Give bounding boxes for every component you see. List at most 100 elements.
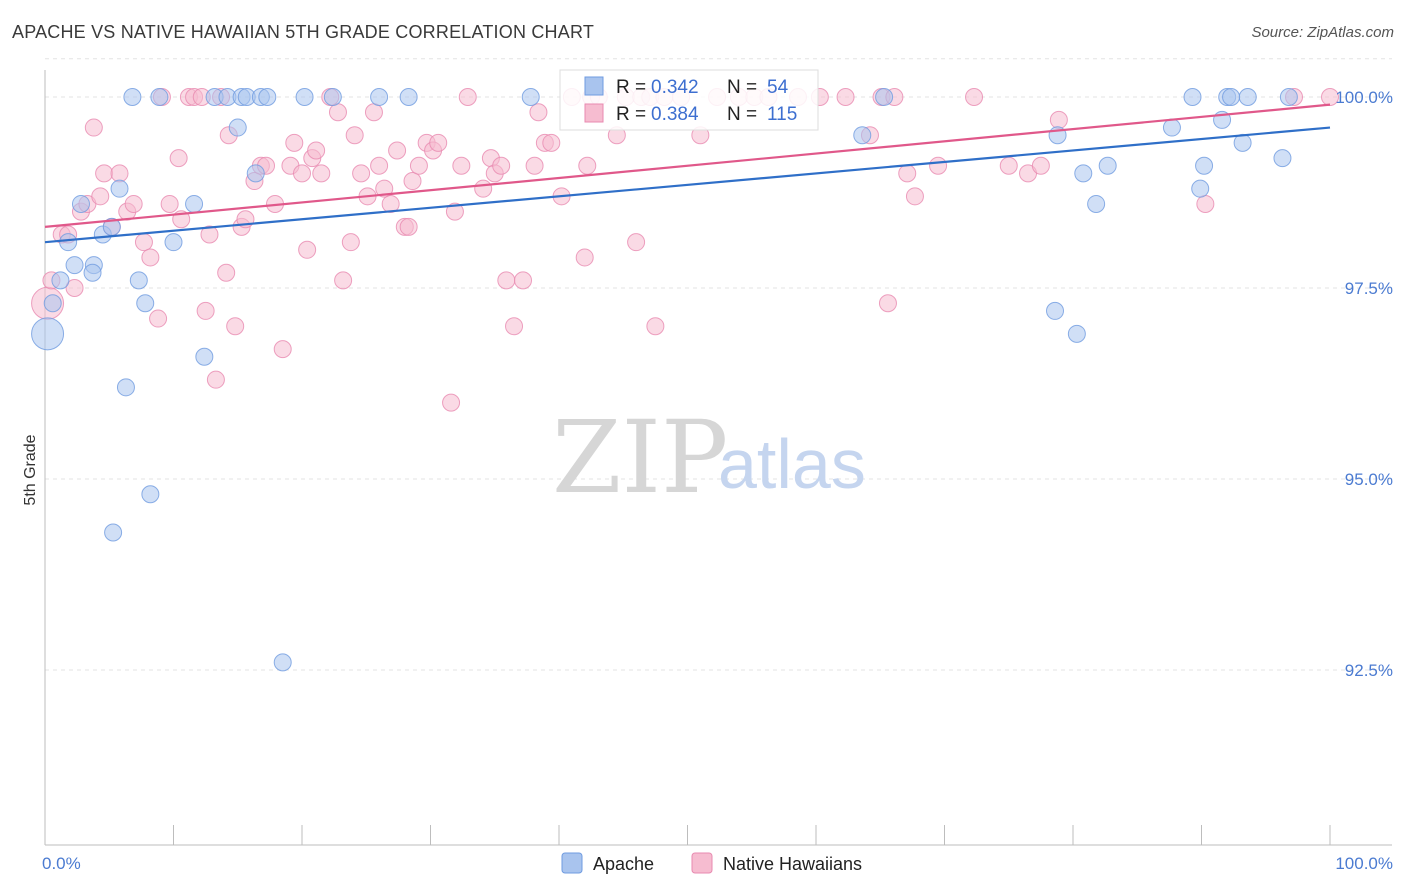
native-hawaiian-point [375, 179, 394, 198]
apache-point [1098, 156, 1117, 175]
legend-r-value: 0.384 [651, 104, 699, 125]
apache-point [141, 485, 160, 504]
native-hawaiian-point [364, 103, 383, 122]
apache-point [59, 233, 78, 252]
source-label: Source: ZipAtlas.com [1251, 24, 1394, 41]
native-hawaiian-point [1031, 156, 1050, 175]
legend-r-value: 0.342 [651, 77, 699, 98]
native-hawaiian-point [341, 233, 360, 252]
apache-point [875, 88, 894, 106]
legend-n-label: N = [727, 104, 757, 125]
apache-point [195, 347, 214, 366]
apache-point [323, 88, 342, 106]
native-hawaiian-point [445, 202, 464, 221]
native-hawaiian-point [312, 164, 331, 183]
legend-n-value: 54 [767, 77, 789, 98]
native-hawaiian-point [226, 317, 245, 336]
apache-trend-line [44, 126, 1331, 244]
native-hawaiian-point [578, 156, 597, 175]
native-hawaiian-point [429, 133, 448, 152]
grid-lines [45, 58, 1392, 671]
native-hawaiian-point [84, 118, 103, 137]
bottom-legend: Apache Native Hawaiians [561, 852, 862, 874]
native-hawaiian-point [1196, 194, 1215, 213]
apache-point [1087, 194, 1106, 213]
native-hawaiian-point [149, 309, 168, 328]
apache-point [1195, 156, 1214, 175]
x-tick-labels: 0.0% 100.0% [42, 854, 1393, 873]
apache-point [228, 118, 247, 137]
legend-n-label: N = [727, 77, 757, 98]
native-hawaiian-point [627, 233, 646, 252]
apache-point [150, 88, 169, 106]
legend-n-value: 115 [767, 104, 797, 125]
watermark-atlas: atlas [718, 425, 866, 503]
apache-point [31, 317, 65, 351]
y-axis-label: 5th Grade [22, 434, 39, 505]
native-hawaiian-point [91, 187, 110, 206]
native-hawaiian-point [1049, 110, 1068, 129]
axes [44, 70, 1392, 846]
y-tick-labels: 100.0% 97.5% 95.0% 92.5% [1335, 88, 1393, 680]
native-hawaiian-point [878, 294, 897, 313]
native-hawaiian-point [836, 88, 855, 106]
native-hawaiian-point [285, 133, 304, 152]
native-hawaiian-point [95, 164, 114, 183]
watermark-zip: ZIP [552, 399, 728, 516]
bottom-legend-label: Native Hawaiians [723, 854, 862, 874]
apache-point [1191, 179, 1210, 198]
native-hawaiian-point [65, 279, 84, 297]
native-hawaiian-point [474, 179, 493, 198]
bottom-legend-label: Apache [593, 854, 654, 874]
apache-point [521, 88, 540, 106]
y-tick-label: 92.5% [1345, 661, 1393, 680]
native-hawaiian-point [497, 271, 516, 290]
legend-swatch [584, 76, 604, 96]
x-tick-label: 0.0% [42, 854, 81, 873]
native-hawaiian-point [307, 141, 326, 160]
native-hawaiian-point [458, 88, 477, 106]
native-hawaiian-point [542, 133, 561, 152]
native-hawaiian-point [898, 164, 917, 183]
native-hawaiian-point [160, 194, 179, 213]
apache-point [136, 294, 155, 313]
native-hawaiian-point [381, 194, 400, 213]
apache-point [71, 194, 90, 213]
native-hawaiian-point [370, 156, 389, 175]
apache-point [1067, 324, 1086, 343]
native-hawaiian-point [399, 217, 418, 236]
native-hawaiian-point [134, 233, 153, 252]
apache-point [104, 523, 123, 542]
native-hawaiian-point [352, 164, 371, 183]
apache-point [246, 164, 265, 183]
native-hawaiian-point [529, 103, 548, 122]
native-hawaiian-point [965, 88, 984, 106]
native-hawaiian-point [403, 172, 422, 191]
bottom-legend-swatch [561, 852, 583, 874]
native-hawaiian-point [452, 156, 471, 175]
apache-point [1273, 149, 1292, 168]
apache-point [1238, 88, 1257, 106]
native-hawaiian-point [505, 317, 524, 336]
native-hawaiian-point [388, 141, 407, 160]
apache-point [1279, 88, 1298, 106]
native-hawaiian-point [200, 225, 219, 244]
native-hawaiian-point [514, 271, 533, 290]
native-hawaiian-point [492, 156, 511, 175]
apache-point [110, 179, 129, 198]
y-tick-label: 97.5% [1345, 279, 1393, 298]
native-hawaiian-point [442, 393, 461, 412]
native-hawaiian-point [206, 370, 225, 389]
native-hawaiian-point [345, 126, 364, 145]
native-hawaiian-point [999, 156, 1018, 175]
legend-swatch [584, 103, 604, 123]
legend-r-label: R = [616, 104, 646, 125]
native-hawaiian-point [929, 156, 948, 175]
chart-title: APACHE VS NATIVE HAWAIIAN 5TH GRADE CORR… [12, 22, 595, 42]
native-hawaiian-point [525, 156, 544, 175]
apache-point [370, 88, 389, 106]
apache-point [129, 271, 148, 290]
apache-point [258, 88, 277, 106]
native-hawaiian-point [169, 149, 188, 168]
